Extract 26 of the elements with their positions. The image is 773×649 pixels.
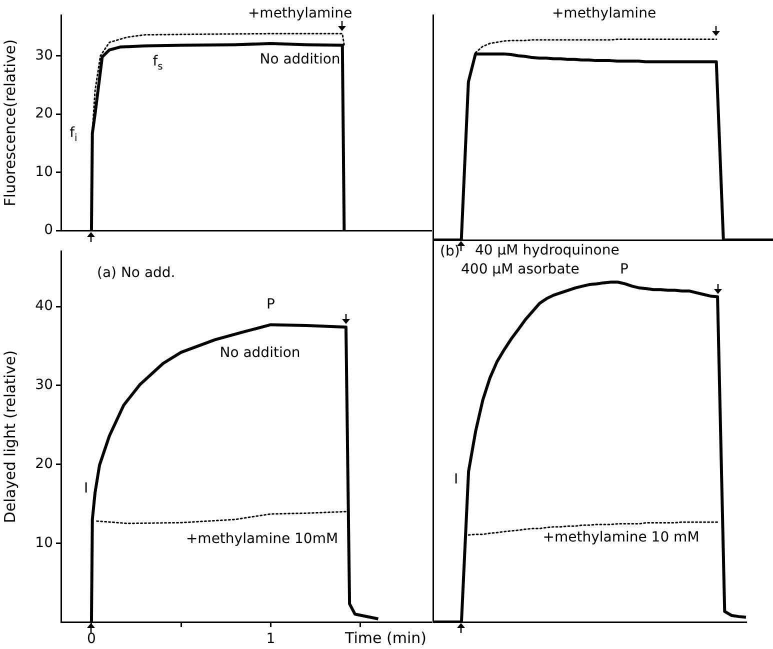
text: P (620, 262, 628, 278)
y-axis-title: Delayed light (relative) (0, 350, 19, 524)
y-tick-label: 40 (35, 298, 53, 314)
text: 40 µM hydroquinone (475, 242, 620, 259)
y-tick-label: 20 (35, 456, 53, 472)
x-axis-title: Time (min) (345, 629, 426, 647)
y-tick-label: 30 (35, 377, 53, 394)
y-tick-label: 20 (35, 106, 53, 122)
y-axis-title: Fluorescence(relative) (0, 39, 19, 206)
series-label: +methylamine 10mM (186, 531, 338, 548)
text: 400 µM asorbate (461, 262, 580, 278)
annotation: I (454, 472, 458, 488)
series-label: +methylamine 10 mM (542, 530, 700, 546)
series-label: +methylamine (248, 6, 352, 22)
y-tick-label: 0 (44, 222, 53, 238)
y-tick-label: 10 (35, 164, 53, 180)
y-tick-label: 10 (35, 534, 53, 551)
series-label: +methylamine (552, 6, 656, 22)
x-tick-label: 1 (266, 631, 276, 648)
y-tick-label: 30 (35, 47, 53, 64)
annotation: I (84, 480, 88, 496)
annotation: (a) No add. (97, 265, 176, 282)
text: (b) (440, 244, 460, 260)
annotation: P (266, 296, 275, 312)
series-label: No addition (260, 52, 340, 68)
series-label: No addition (220, 345, 300, 362)
